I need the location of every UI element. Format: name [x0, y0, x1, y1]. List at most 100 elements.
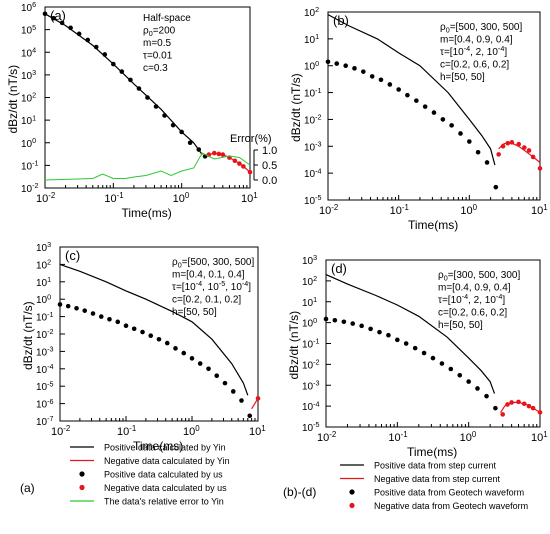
data-point	[521, 401, 527, 407]
data-point	[352, 66, 357, 71]
data-point	[136, 86, 142, 91]
data-point	[255, 396, 261, 401]
panel-label: (d)	[331, 261, 347, 276]
data-point	[102, 52, 108, 57]
data-point	[323, 316, 329, 322]
y-tick-label: 10-1​	[302, 337, 320, 351]
y-tick-label: 101​	[21, 113, 36, 127]
panel-label: (b)	[333, 13, 349, 28]
data-point	[140, 329, 145, 335]
plot-frame	[327, 11, 541, 201]
data-point	[239, 398, 244, 403]
param-text: τ=[10-4​, 2, 10-4​]	[440, 44, 507, 58]
param-text: τ=0.01	[143, 51, 173, 62]
data-point	[211, 150, 217, 156]
param-text: c=0.3	[143, 63, 168, 74]
y-tick-label: 10-2​	[36, 327, 54, 341]
legend-item-label: Negative data calculated by us	[104, 483, 227, 493]
y-tick-label: 10-4​	[304, 166, 322, 180]
data-point	[189, 356, 195, 361]
data-point	[387, 82, 393, 87]
data-point	[214, 373, 220, 379]
data-point	[82, 308, 88, 313]
data-point	[526, 403, 532, 409]
data-point	[230, 389, 236, 394]
legend-a: (a) Positive data calculated by Yin Negati…	[20, 443, 230, 507]
y-tick-label: 102​	[21, 91, 36, 105]
x-axis-title: Time(ms)	[408, 218, 458, 232]
y-tick-label: 10-5​	[304, 193, 322, 207]
legend-item-label: Positive data calculated by us	[104, 470, 223, 480]
y-tick-label: 10-3​	[304, 139, 322, 153]
data-point	[206, 366, 211, 372]
series-line	[44, 13, 203, 155]
data-point	[162, 113, 167, 118]
x-tick-label: 100​	[173, 191, 190, 205]
data-point	[537, 166, 543, 171]
data-point	[164, 340, 170, 346]
data-point	[422, 104, 428, 109]
data-point	[247, 413, 253, 419]
series-line	[59, 263, 249, 396]
x-tick-label: 101​	[531, 203, 548, 217]
data-point	[493, 184, 499, 190]
y-tick-label: 10-1​	[21, 159, 39, 173]
y-tick-label: 102​	[302, 274, 317, 288]
data-point	[153, 104, 159, 109]
x-axis-title: Time(ms)	[122, 206, 172, 220]
x-tick-label: 10-2​	[319, 203, 338, 217]
data-point	[526, 148, 532, 153]
error-axis-tick-label: 1.0	[262, 145, 277, 157]
data-point	[181, 350, 187, 356]
series-line	[327, 14, 496, 166]
param-text: m=[0.4, 0.1, 0.4]	[172, 270, 245, 281]
y-axis-title: dBz/dt (nT/s)	[287, 311, 301, 380]
data-point	[377, 329, 382, 335]
legend-dot-swatch	[79, 471, 85, 477]
data-point	[341, 319, 347, 325]
data-point	[93, 44, 99, 50]
data-point	[475, 386, 480, 391]
data-point	[216, 151, 222, 157]
legend-item-label: Positive data from step current	[374, 461, 497, 471]
data-point	[369, 74, 375, 79]
x-tick-label: 10-1​	[104, 191, 123, 205]
x-tick-label: 100​	[460, 203, 477, 217]
data-point	[430, 355, 436, 361]
data-point	[500, 412, 506, 417]
data-point	[475, 149, 481, 155]
param-text: ρ0​=[300, 500, 300]	[438, 270, 520, 283]
y-tick-label: 10-7​	[36, 414, 54, 428]
y-tick-label: 102​	[36, 258, 51, 272]
x-tick-label: 10-1​	[117, 424, 136, 438]
data-point	[368, 326, 373, 332]
legend-item-label: Positive data from Geotech waveform	[374, 488, 524, 498]
param-text: m=[0.4, 0.9, 0.4]	[438, 283, 511, 294]
data-point	[119, 69, 125, 74]
y-tick-label: 10-1​	[304, 86, 322, 100]
data-point	[68, 25, 73, 31]
data-point	[111, 61, 116, 67]
x-tick-label: 100​	[183, 424, 200, 438]
data-point	[440, 117, 446, 122]
data-point	[131, 326, 137, 332]
data-point	[42, 11, 48, 17]
data-point	[396, 87, 401, 92]
data-point	[484, 393, 489, 399]
y-tick-label: 103​	[302, 253, 317, 267]
data-point	[500, 143, 506, 149]
y-tick-label: 10-2​	[21, 181, 39, 195]
y-tick-label: 101​	[36, 275, 51, 289]
data-point	[107, 316, 112, 322]
x-tick-label: 10-2​	[317, 430, 336, 444]
panel-c: 10-2​ 10-1​ 100​ 101​ 10-7​ 10-6​ 10-5​ 10-4​ 10…	[21, 240, 266, 453]
data-point	[247, 169, 253, 175]
legend-item-label: Negative data from step current	[374, 474, 501, 484]
data-point	[148, 333, 154, 338]
y-tick-label: 101​	[304, 32, 319, 46]
y-tick-label: 10-2​	[304, 113, 322, 127]
x-tick-label: 101​	[249, 424, 266, 438]
data-point	[516, 399, 521, 405]
y-tick-label: 100​	[304, 59, 319, 73]
legend-item-label: Positive data calculated by Yin	[104, 443, 226, 453]
